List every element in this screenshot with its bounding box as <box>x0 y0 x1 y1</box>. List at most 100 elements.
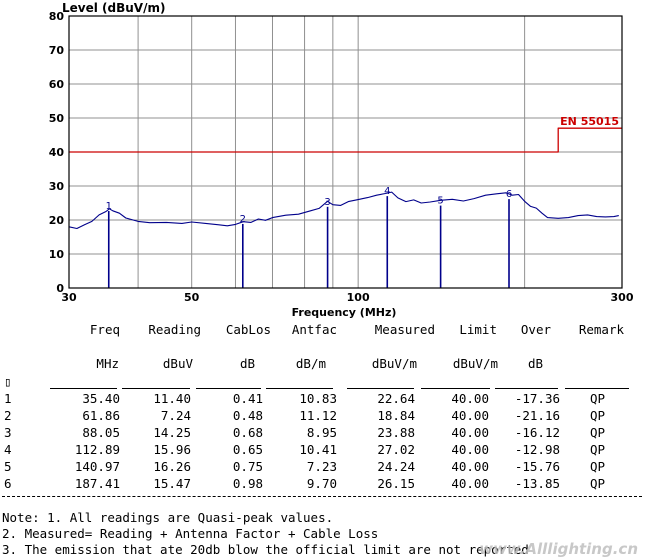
cell-remark: QP <box>589 442 605 457</box>
x-tick-label: 30 <box>61 291 77 304</box>
x-tick-label: 300 <box>611 291 634 304</box>
cell-over: -13.85 <box>514 476 560 491</box>
y-tick-label: 10 <box>49 248 65 261</box>
separator-line <box>2 496 642 497</box>
tick-labels: 0 10 20 30 40 50 60 70 80 30 50 100 300 <box>49 10 634 304</box>
cell-cablos: 0.41 <box>232 391 263 406</box>
marker-label-4: 4 <box>384 186 390 197</box>
column-header-freq: Freq <box>89 322 120 337</box>
marker-label-1: 1 <box>106 201 112 212</box>
column-unit-cablos: dB <box>239 356 255 371</box>
y-tick-label: 40 <box>49 146 65 159</box>
table-row: 1 35.40 11.40 0.41 10.83 22.64 40.00 -17.36 QP <box>0 391 646 407</box>
cell-reading: 15.47 <box>153 476 191 491</box>
table-row: 3 88.05 14.25 0.68 8.95 23.88 40.00 -16.12 QP <box>0 425 646 441</box>
column-header-measured: Measured <box>374 322 435 337</box>
column-unit-antfac: dB/m <box>295 356 326 371</box>
row-number: 2 <box>4 408 12 423</box>
cell-cablos: 0.65 <box>232 442 263 457</box>
cell-over: -17.36 <box>514 391 560 406</box>
trace-layer <box>68 191 619 230</box>
note-line-1: Note: 1. All readings are Quasi-peak val… <box>2 510 334 525</box>
column-underline <box>266 388 333 389</box>
cell-remark: QP <box>589 391 605 406</box>
cell-measured: 27.02 <box>377 442 415 457</box>
row-number: 3 <box>4 425 12 440</box>
column-unit-limit: dBuV/m <box>452 356 498 371</box>
marker-label-5: 5 <box>437 196 443 207</box>
cell-reading: 15.96 <box>153 442 191 457</box>
cell-over: -15.76 <box>514 459 560 474</box>
cell-reading: 14.25 <box>153 425 191 440</box>
cell-measured: 18.84 <box>377 408 415 423</box>
marker-label-6: 6 <box>506 189 512 200</box>
cell-limit: 40.00 <box>451 459 489 474</box>
x-axis-label: Frequency (MHz) <box>292 306 397 319</box>
note-line-3: 3. The emission that ate 20db blow the o… <box>2 542 529 557</box>
cell-antfac: 10.41 <box>299 442 337 457</box>
cell-cablos: 0.75 <box>232 459 263 474</box>
x-tick-label: 50 <box>184 291 200 304</box>
column-underline <box>347 388 414 389</box>
y-tick-label: 20 <box>49 214 65 227</box>
table-row: 4 112.89 15.96 0.65 10.41 27.02 40.00 -12.98 QP <box>0 442 646 458</box>
note-line-2: 2. Measured= Reading + Antenna Factor + … <box>2 526 379 541</box>
y-tick-label: 70 <box>49 44 65 57</box>
column-header-limit: Limit <box>459 322 497 337</box>
cell-reading: 11.40 <box>153 391 191 406</box>
cell-cablos: 0.68 <box>232 425 263 440</box>
limit-line <box>69 127 622 153</box>
column-underline <box>565 388 629 389</box>
limit-line-label: EN 55015 <box>560 115 619 128</box>
cell-measured: 23.88 <box>377 425 415 440</box>
column-unit-measured: dBuV/m <box>371 356 417 371</box>
column-unit-over: dB <box>527 356 543 371</box>
column-header-cablos: CabLos <box>225 322 271 337</box>
column-unit-reading: dBuV <box>162 356 193 371</box>
cell-antfac: 11.12 <box>299 408 337 423</box>
column-underline <box>122 388 190 389</box>
column-underline <box>196 388 261 389</box>
cell-antfac: 7.23 <box>306 459 337 474</box>
cell-limit: 40.00 <box>451 425 489 440</box>
cell-remark: QP <box>589 459 605 474</box>
column-header-reading: Reading <box>148 322 201 337</box>
cell-over: -16.12 <box>514 425 560 440</box>
cell-freq: 140.97 <box>74 459 120 474</box>
table-row: 5 140.97 16.26 0.75 7.23 24.24 40.00 -15.76 QP <box>0 459 646 475</box>
y-tick-label: 50 <box>49 112 65 125</box>
y-axis-label: Level (dBuV/m) <box>62 1 165 15</box>
watermark: www.Alllighting.cn <box>479 540 638 558</box>
table-row: 2 61.86 7.24 0.48 11.12 18.84 40.00 -21.16 QP <box>0 408 646 424</box>
y-tick-label: 30 <box>49 180 65 193</box>
plot-frame <box>68 15 623 289</box>
cell-measured: 22.64 <box>377 391 415 406</box>
cell-limit: 40.00 <box>451 391 489 406</box>
cell-antfac: 9.70 <box>306 476 337 491</box>
column-header-remark: Remark <box>578 322 624 337</box>
row-number: 5 <box>4 459 12 474</box>
row-number: 4 <box>4 442 12 457</box>
cell-freq: 187.41 <box>74 476 120 491</box>
cell-limit: 40.00 <box>451 476 489 491</box>
marker-label-2: 2 <box>240 214 246 225</box>
cell-antfac: 10.83 <box>299 391 337 406</box>
column-underline <box>421 388 490 389</box>
cell-remark: QP <box>589 476 605 491</box>
cell-remark: QP <box>589 425 605 440</box>
y-tick-label: 0 <box>56 282 64 295</box>
column-underline <box>50 388 117 389</box>
row-number: 1 <box>4 391 12 406</box>
row-number: 6 <box>4 476 12 491</box>
table-units-row: MHz dBuV dB dB/m dBuV/m dBuV/m dB <box>0 356 646 372</box>
column-header-over: Over <box>520 322 551 337</box>
cell-cablos: 0.48 <box>232 408 263 423</box>
y-tick-label: 60 <box>49 78 65 91</box>
row-marker-glyph: ▯ <box>4 374 12 389</box>
x-tick-label: 100 <box>347 291 370 304</box>
cell-freq: 112.89 <box>74 442 120 457</box>
marker-label-3: 3 <box>324 197 330 208</box>
table-row: 6 187.41 15.47 0.98 9.70 26.15 40.00 -13.85 QP <box>0 476 646 492</box>
cell-freq: 61.86 <box>82 408 120 423</box>
cell-measured: 26.15 <box>377 476 415 491</box>
